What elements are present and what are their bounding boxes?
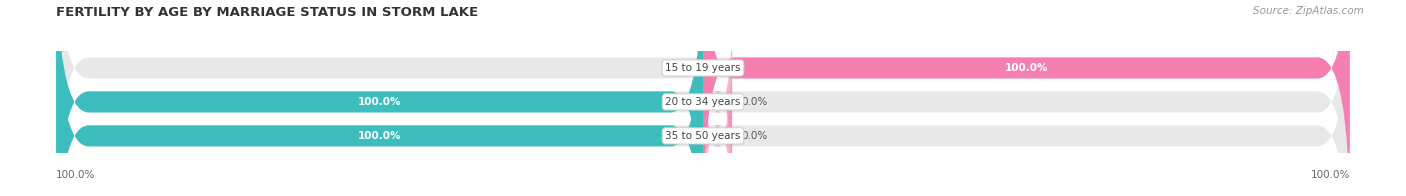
- Text: 100.0%: 100.0%: [359, 131, 401, 141]
- Text: Source: ZipAtlas.com: Source: ZipAtlas.com: [1253, 6, 1364, 16]
- Text: 15 to 19 years: 15 to 19 years: [665, 63, 741, 73]
- FancyBboxPatch shape: [703, 44, 733, 196]
- Text: 35 to 50 years: 35 to 50 years: [665, 131, 741, 141]
- FancyBboxPatch shape: [56, 0, 1350, 196]
- FancyBboxPatch shape: [56, 0, 1350, 196]
- Text: 20 to 34 years: 20 to 34 years: [665, 97, 741, 107]
- Text: 0.0%: 0.0%: [742, 97, 768, 107]
- FancyBboxPatch shape: [56, 0, 703, 196]
- Text: 0.0%: 0.0%: [664, 63, 690, 73]
- Text: FERTILITY BY AGE BY MARRIAGE STATUS IN STORM LAKE: FERTILITY BY AGE BY MARRIAGE STATUS IN S…: [56, 6, 478, 19]
- Text: 100.0%: 100.0%: [359, 97, 401, 107]
- Text: 0.0%: 0.0%: [742, 131, 768, 141]
- Text: 100.0%: 100.0%: [56, 170, 96, 180]
- FancyBboxPatch shape: [703, 0, 1350, 196]
- Text: 100.0%: 100.0%: [1310, 170, 1350, 180]
- FancyBboxPatch shape: [56, 0, 1350, 196]
- FancyBboxPatch shape: [703, 11, 733, 193]
- Text: 100.0%: 100.0%: [1005, 63, 1047, 73]
- FancyBboxPatch shape: [56, 0, 703, 196]
